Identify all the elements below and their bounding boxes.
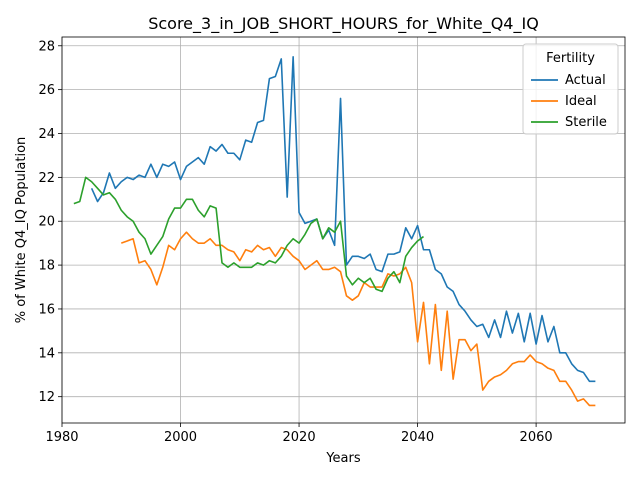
y-tick-label: 26 — [38, 83, 55, 98]
x-tick-label: 2060 — [520, 430, 553, 445]
x-tick-label: 2020 — [283, 430, 316, 445]
series-line-ideal — [120, 231, 596, 407]
x-tick-label: 2040 — [401, 430, 434, 445]
y-tick-label: 16 — [38, 302, 55, 317]
series-line-sterile — [73, 176, 424, 293]
legend-label-sterile: Sterile — [565, 115, 607, 130]
series-lines — [73, 55, 596, 407]
plot-frame — [61, 36, 626, 424]
x-tick-label: 2000 — [164, 430, 197, 445]
y-tick-label: 20 — [38, 215, 55, 230]
axis-ticks: 1980 2000 2020 2040 2060 12 14 16 18 20 22 24 26 28 — [38, 39, 552, 445]
y-tick-label: 28 — [38, 39, 55, 54]
y-tick-label: 24 — [38, 127, 55, 142]
series-line-actual — [90, 55, 596, 383]
chart-title: Score_3_in_JOB_SHORT_HOURS_for_White_Q4_… — [148, 14, 539, 34]
legend-title: Fertility — [546, 51, 595, 66]
legend-label-ideal: Ideal — [565, 94, 597, 109]
legend: Fertility Actual Ideal Sterile — [522, 43, 619, 135]
legend-label-actual: Actual — [565, 73, 606, 88]
x-axis-label: Years — [325, 451, 361, 466]
y-axis-label: % of White Q4_IQ Population — [14, 137, 29, 324]
x-tick-label: 1980 — [45, 430, 78, 445]
y-tick-label: 12 — [38, 390, 55, 405]
y-tick-label: 22 — [38, 171, 55, 186]
y-tick-label: 18 — [38, 259, 55, 274]
y-tick-label: 14 — [38, 346, 55, 361]
legend-box — [522, 43, 619, 135]
legend-items: Actual Ideal Sterile — [531, 73, 607, 130]
